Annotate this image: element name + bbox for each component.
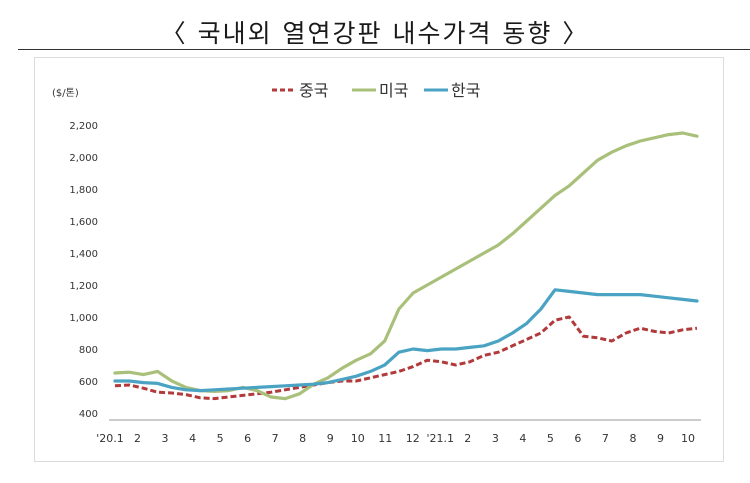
legend-label-한국: 한국 [451, 81, 480, 100]
y-axis-unit: ($/톤) [52, 87, 79, 99]
x-tick-label: 6 [244, 432, 251, 445]
chart-title: 〈 국내외 열연강판 내수가격 동향 〉 [160, 19, 590, 48]
x-tick-label: 7 [272, 432, 279, 445]
y-tick-label: 1,200 [69, 281, 98, 292]
x-tick-label: '20.1 [96, 432, 124, 445]
x-tick-label: 6 [574, 432, 581, 445]
series-lines [113, 131, 699, 401]
x-tick-label: 3 [162, 432, 169, 445]
x-tick-label: 10 [681, 432, 695, 445]
axes: ($/톤) 400 600 800 1,000 1,200 1,400 1,600 1,800 2… [52, 87, 701, 445]
series-line-미국 [113, 131, 699, 401]
x-tick-label: 5 [547, 432, 554, 445]
y-tick-label: 1,000 [69, 313, 98, 324]
y-tick-label: 400 [79, 409, 98, 420]
x-tick-label: 2 [464, 432, 471, 445]
x-tick-label: 3 [492, 432, 499, 445]
y-tick-label: 600 [79, 377, 98, 388]
x-tick-label: 10 [351, 432, 365, 445]
x-tick-label: 2 [134, 432, 141, 445]
series-line-중국 [114, 315, 698, 401]
y-tick-label: 1,600 [69, 217, 98, 228]
series-line-한국 [113, 288, 699, 393]
x-tick-label: 8 [299, 432, 306, 445]
y-tick-label: 800 [79, 345, 98, 356]
chart-panel [34, 57, 724, 462]
y-tick-label: 1,400 [69, 249, 98, 260]
legend: 중국 미국 한국 [272, 81, 480, 100]
y-tick-label: 2,000 [69, 153, 98, 164]
x-tick-label: 8 [629, 432, 636, 445]
x-tick-label: 11 [378, 432, 392, 445]
x-tick-label: 9 [327, 432, 334, 445]
x-tick-label: 9 [657, 432, 664, 445]
x-tick-label: 4 [519, 432, 526, 445]
y-tick-label: 1,800 [69, 185, 98, 196]
title-underline [18, 49, 750, 50]
x-tick-label: '21.1 [427, 432, 455, 445]
x-tick-label: 7 [602, 432, 609, 445]
legend-label-중국: 중국 [299, 81, 328, 100]
x-tick-label: 4 [189, 432, 196, 445]
x-tick-label: 12 [406, 432, 420, 445]
y-tick-label: 2,200 [69, 121, 98, 132]
legend-label-미국: 미국 [379, 81, 408, 100]
x-tick-label: 5 [217, 432, 224, 445]
